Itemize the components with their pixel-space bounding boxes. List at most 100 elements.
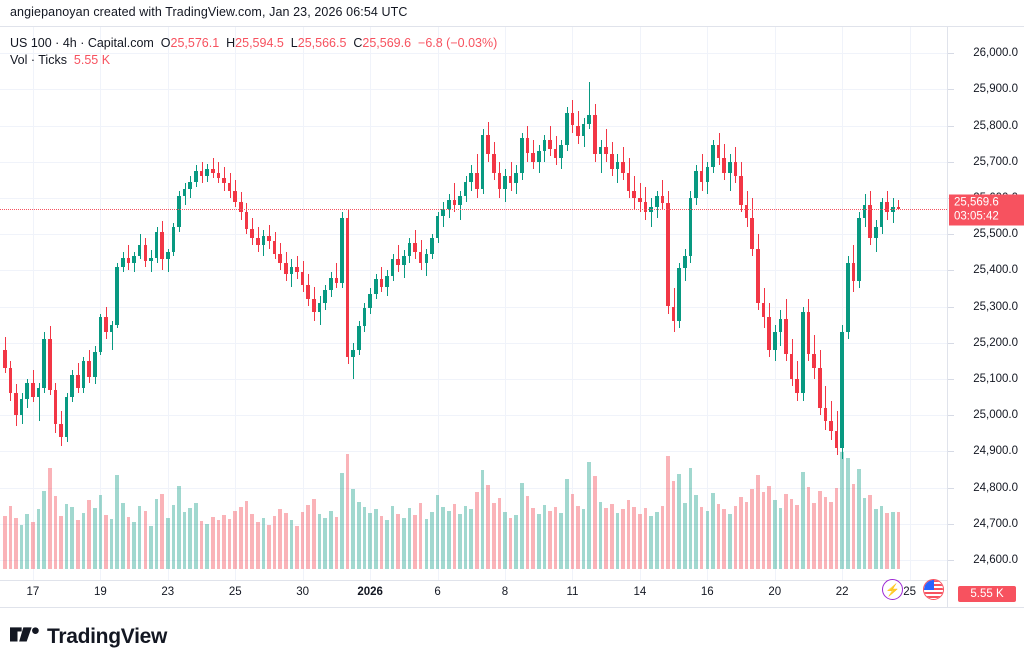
candle-body [711,145,715,168]
candle-wick [589,82,590,130]
gridline [842,27,843,581]
gridline [168,27,169,581]
candle-body [284,263,288,274]
candle-wick [511,161,512,191]
tradingview-footer-logo[interactable]: TradingView [10,626,167,647]
candle-body [25,382,30,399]
price-tick-label: 24,700.0 [973,517,1018,530]
volume-bar [81,512,86,569]
volume-bar [581,509,586,569]
candle-wick [168,248,169,273]
volume-bar [53,496,58,569]
volume-bar [222,514,226,569]
candle-body [92,351,97,378]
volume-bar [688,468,693,569]
gridline [707,27,708,581]
price-tick-dash [948,89,954,91]
gridline [438,27,439,581]
volume-bar [862,498,867,569]
candle-body [227,183,232,191]
candle-body [722,158,726,173]
volume-bar [896,512,901,569]
candle-wick [128,244,129,271]
candle-body [385,275,389,287]
candle-body [199,170,204,177]
gridline [0,53,947,55]
volume-bar [70,507,75,569]
candle-body [812,353,816,369]
volume-bar [778,508,783,569]
volume-bar [868,495,873,569]
gridline [775,27,776,581]
candle-body [508,176,513,184]
volume-bar [87,500,91,569]
gridline [910,27,911,581]
lightning-badge-icon[interactable]: ⚡ [882,579,903,600]
volume-bar [334,516,339,569]
price-tick-label: 25,500.0 [973,228,1018,241]
price-tick-label: 25,300.0 [973,300,1018,313]
candle-body [463,181,468,197]
candle-body [59,424,63,437]
candle-wick [730,154,731,191]
candle-body [677,268,681,321]
us-flag-badge-icon[interactable] [923,579,944,600]
time-tick-label: 14 [633,586,647,598]
time-tick-label: 23 [161,586,175,598]
volume-bar [851,483,856,569]
price-tick-label: 25,700.0 [973,155,1018,168]
volume-bar [598,502,603,569]
candle-body [739,176,743,206]
volume-bar [711,493,715,569]
candle-body [8,368,13,394]
time-tick-label: 6 [434,586,441,598]
volume-bar [789,499,794,569]
gridline [0,89,947,91]
price-tick-dash [948,487,954,489]
volume-bar [171,505,176,569]
candle-body [756,248,760,303]
candle-body [750,217,755,249]
volume-bar [503,511,507,569]
candle-body [817,368,822,408]
candle-body [688,197,693,256]
candle-body [593,114,597,155]
candle-body [81,360,86,388]
volume-bar [244,501,249,569]
candle-body [868,205,873,238]
volume-bar [542,505,547,569]
volume-bar [744,502,749,569]
time-tick-label: 11 [566,586,579,598]
candle-wick [213,158,214,178]
candle-body [328,277,333,291]
volume-bar [14,517,18,569]
time-tick-label: 22 [835,586,849,598]
price-axis[interactable]: 26,000.025,900.025,800.025,700.025,600.0… [947,27,1024,607]
volume-bar [806,486,811,569]
volume-bar [654,511,659,569]
volume-bar [750,488,755,569]
volume-bar [143,510,148,569]
attribution-text: angiepanoyan created with TradingView.co… [10,5,408,19]
candle-body [160,232,164,260]
volume-bar [705,510,710,569]
volume-bar [733,506,738,569]
candle-body [565,112,569,146]
candle-body [182,188,187,197]
candle-body [744,205,749,218]
volume-bar [188,508,193,569]
time-axis[interactable]: 17 19 23 25 30 2026 6 8 11 14 16 20 22 25 [0,580,947,607]
candle-body [480,134,485,189]
gridline [0,197,947,199]
candle-body [491,154,496,173]
plot-area[interactable] [0,27,947,581]
candle-body [829,420,833,432]
volume-bar [694,495,698,569]
volume-bar [722,509,726,569]
candle-body [396,259,400,265]
volume-bar [300,511,305,569]
volume-bar [351,488,356,569]
volume-bar [154,499,159,569]
volume-bar [671,480,676,569]
